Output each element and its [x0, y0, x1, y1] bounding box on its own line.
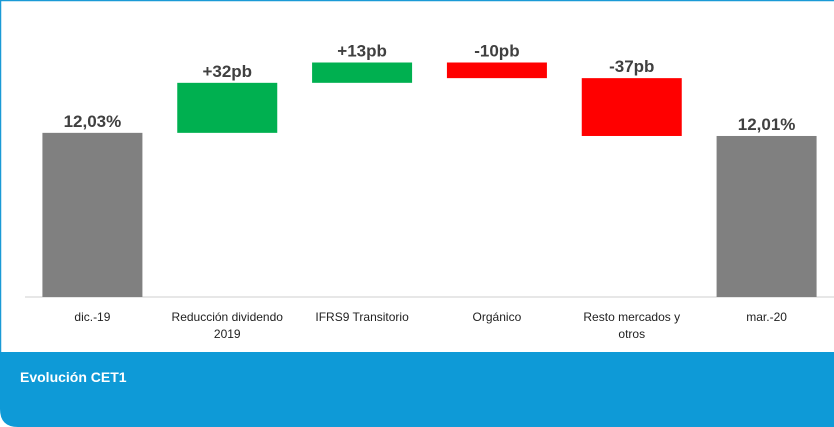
chart-title: Evolución CET1 — [20, 369, 127, 385]
x-tick-label: Orgánico — [472, 310, 522, 324]
x-tick-label: Reducción dividendo 2019 — [171, 310, 283, 341]
bar — [312, 62, 413, 83]
bar — [42, 132, 143, 297]
x-tick-label: mar.-20 — [746, 310, 787, 324]
value-label: 12,03% — [64, 112, 122, 131]
bar — [446, 62, 547, 79]
value-label: -37pb — [609, 57, 654, 76]
value-label: +32pb — [202, 62, 252, 81]
x-tick-label: Resto mercados y otros — [583, 310, 681, 341]
value-label: 12,01% — [738, 115, 796, 134]
x-tick-label: IFRS9 Transitorio — [315, 310, 409, 324]
value-label: -10pb — [474, 42, 519, 61]
value-label: +13pb — [337, 42, 387, 61]
footer-band — [0, 352, 834, 427]
bar — [716, 135, 817, 297]
bar — [581, 78, 682, 136]
bar — [177, 82, 278, 133]
x-tick-label: dic.-19 — [74, 310, 111, 324]
